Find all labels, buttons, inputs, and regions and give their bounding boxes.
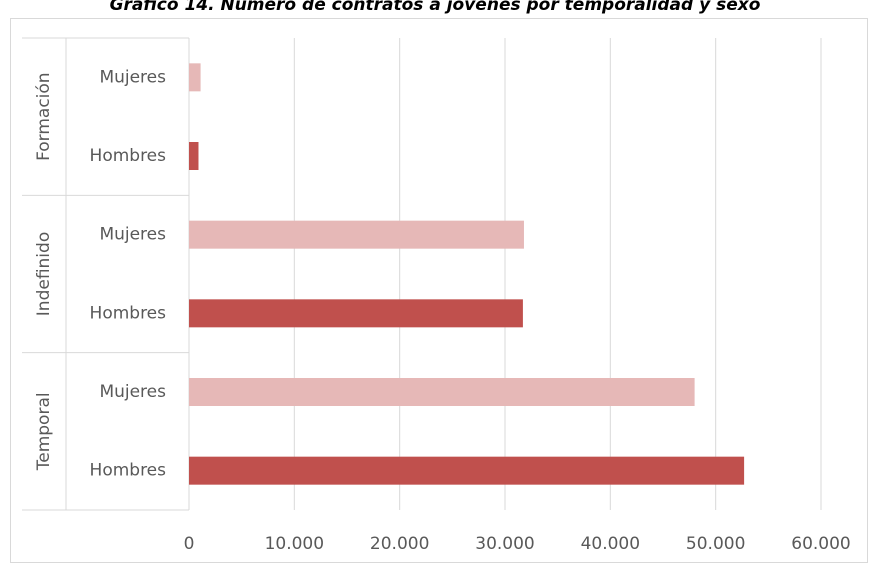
group-label: Temporal	[34, 392, 54, 471]
x-tick-label: 20.000	[370, 534, 429, 554]
x-tick-label: 10.000	[265, 534, 324, 554]
bar-category-label: Hombres	[90, 146, 167, 166]
bar-category-label: Mujeres	[99, 67, 166, 87]
bar	[189, 378, 695, 406]
x-tick-label: 0	[184, 534, 195, 554]
bar	[189, 63, 201, 92]
bar	[189, 142, 199, 170]
bar	[189, 299, 523, 328]
x-tick-label: 40.000	[581, 534, 640, 554]
bar-category-label: Mujeres	[99, 225, 166, 245]
chart-title: Gráfico 14. Número de contratos a jóvene…	[109, 0, 761, 15]
group-label: Indefinido	[34, 232, 54, 316]
bar-category-label: Hombres	[90, 461, 167, 481]
group-label: Formación	[34, 72, 54, 160]
bar-category-label: Mujeres	[99, 382, 166, 402]
bar	[189, 220, 524, 249]
x-tick-label: 60.000	[791, 534, 850, 554]
bar-category-label: Hombres	[90, 303, 167, 323]
x-tick-label: 50.000	[686, 534, 745, 554]
bar	[189, 456, 745, 485]
chart-frame	[10, 18, 868, 563]
x-tick-label: 30.000	[475, 534, 534, 554]
